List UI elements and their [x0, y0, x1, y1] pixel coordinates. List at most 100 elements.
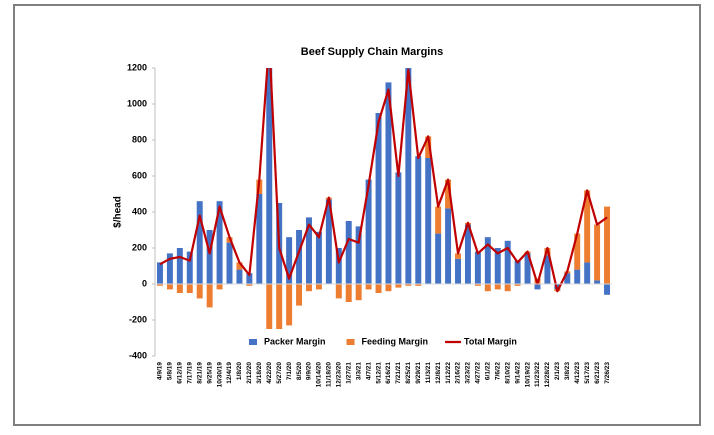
- bar: [306, 284, 312, 292]
- bar: [425, 136, 432, 158]
- bar: [296, 284, 303, 306]
- x-tick-label: 5/27/20: [276, 362, 283, 384]
- bar: [206, 284, 213, 308]
- y-tick-label: -200: [129, 314, 147, 324]
- x-tick-label: 11/23/22: [534, 362, 541, 387]
- x-tick-label: 9/25/19: [206, 362, 213, 384]
- x-tick-label: 6/16/21: [385, 362, 392, 384]
- y-axis-label: $/head: [113, 196, 124, 228]
- x-tick-label: 9/29/21: [415, 362, 422, 384]
- bar: [266, 284, 273, 329]
- bar: [594, 224, 601, 281]
- bar: [514, 284, 521, 286]
- x-tick-label: 3/8/23: [564, 362, 571, 380]
- bar: [365, 284, 372, 290]
- bar: [385, 284, 392, 292]
- y-tick-label: 1000: [127, 98, 147, 108]
- x-tick-label: 8/25/21: [405, 362, 412, 384]
- bar: [574, 269, 581, 284]
- bar: [584, 190, 591, 263]
- x-tick-label: 3/18/20: [256, 362, 263, 384]
- bar: [564, 273, 571, 284]
- x-tick-label: 1/12/22: [445, 362, 452, 384]
- legend-label: Total Margin: [464, 336, 517, 346]
- x-tick-label: 2/16/22: [455, 362, 462, 384]
- bar: [474, 251, 481, 284]
- bar: [246, 273, 253, 284]
- bar: [504, 240, 511, 284]
- bar: [186, 251, 193, 284]
- bar: [365, 179, 372, 284]
- x-tick-label: 12/4/19: [226, 362, 233, 384]
- bar: [196, 201, 203, 284]
- x-tick-label: 9/9/20: [306, 362, 313, 380]
- bar: [445, 179, 452, 209]
- x-tick-label: 5/8/19: [167, 362, 174, 380]
- bar: [395, 284, 402, 288]
- bar: [206, 230, 213, 284]
- x-tick-label: 1/27/21: [345, 362, 352, 384]
- bar: [415, 284, 422, 286]
- bar: [534, 284, 541, 290]
- bar: [345, 284, 352, 302]
- bar: [544, 255, 551, 284]
- bar: [455, 258, 461, 284]
- x-tick-label: 6/21/23: [594, 362, 601, 384]
- bar: [355, 226, 362, 284]
- bar: [196, 284, 203, 299]
- bar: [604, 206, 611, 284]
- bar: [335, 248, 342, 284]
- chart-title: Beef Supply Chain Margins: [301, 46, 443, 58]
- bar: [226, 242, 233, 284]
- y-tick-label: 800: [132, 134, 147, 144]
- bar: [415, 156, 422, 284]
- bar: [464, 224, 471, 284]
- x-tick-label: 9/14/22: [514, 362, 521, 384]
- bar: [246, 284, 253, 286]
- x-tick-label: 4/22/20: [266, 362, 273, 384]
- bar: [166, 284, 173, 290]
- legend-swatch: [249, 339, 257, 345]
- bar: [355, 284, 362, 301]
- x-tick-label: 2/12/20: [246, 362, 253, 384]
- x-tick-label: 4/9/19: [157, 362, 164, 380]
- bar: [236, 269, 243, 284]
- x-tick-label: 6/1/22: [485, 362, 492, 380]
- x-tick-label: 7/26/23: [604, 362, 611, 384]
- x-tick-label: 5/17/23: [584, 362, 591, 384]
- bar: [266, 68, 273, 284]
- bar: [594, 280, 601, 284]
- y-tick-label: -400: [129, 350, 147, 360]
- bar: [286, 237, 293, 284]
- bar: [296, 230, 303, 284]
- x-tick-label: 10/30/19: [216, 362, 223, 388]
- y-tick-label: 1200: [127, 62, 147, 72]
- bar: [435, 233, 442, 284]
- y-tick-label: 0: [142, 278, 147, 288]
- x-tick-label: 8/5/20: [296, 362, 303, 380]
- legend-label: Packer Margin: [264, 336, 326, 346]
- bar: [345, 221, 352, 284]
- x-tick-label: 12/8/21: [435, 362, 442, 384]
- frame: [13, 4, 701, 426]
- bar: [435, 206, 442, 234]
- y-tick-label: 200: [132, 242, 147, 252]
- bar: [425, 158, 432, 284]
- bar: [216, 284, 223, 290]
- legend-swatch: [346, 339, 355, 345]
- bar: [315, 284, 322, 290]
- bar: [455, 253, 461, 259]
- x-tick-label: 3/3/21: [355, 362, 362, 380]
- bar: [375, 284, 382, 293]
- bar: [306, 217, 312, 284]
- x-tick-label: 11/3/21: [425, 362, 432, 384]
- bar: [395, 172, 402, 284]
- x-tick-label: 4/27/22: [475, 362, 482, 384]
- bar: [315, 231, 322, 284]
- x-tick-label: 10/19/22: [524, 362, 531, 388]
- bar: [484, 284, 491, 292]
- bar: [514, 260, 521, 284]
- bar: [186, 284, 193, 293]
- bar: [176, 284, 183, 293]
